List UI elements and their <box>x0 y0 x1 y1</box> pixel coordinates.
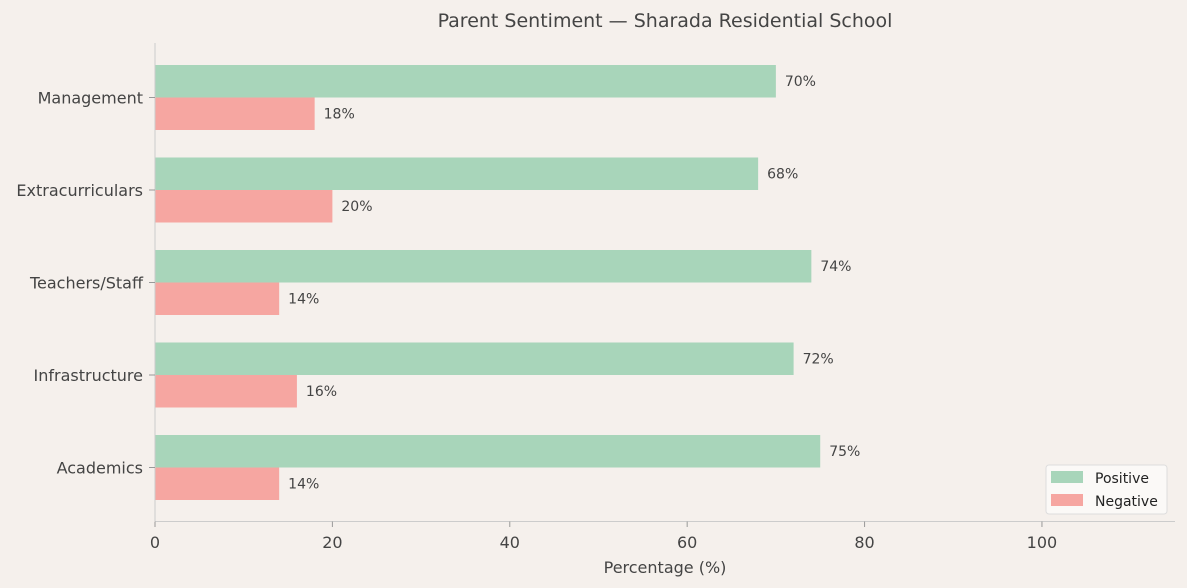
bar-positive <box>155 342 794 375</box>
legend-label-negative: Negative <box>1095 494 1158 510</box>
y-tick-label: Management <box>38 89 143 108</box>
x-tick-label: 20 <box>322 533 342 552</box>
value-label-positive: 75% <box>829 444 860 460</box>
legend-swatch-negative <box>1051 494 1083 506</box>
bar-positive <box>155 435 821 468</box>
value-label-positive: 74% <box>820 259 851 275</box>
y-tick-label: Extracurriculars <box>16 181 143 200</box>
value-label-negative: 16% <box>306 384 337 400</box>
bar-negative <box>155 190 333 223</box>
y-tick-label: Infrastructure <box>34 366 143 385</box>
value-label-negative: 14% <box>288 477 319 493</box>
bar-positive <box>155 250 812 283</box>
value-label-negative: 20% <box>341 199 372 215</box>
value-label-positive: 70% <box>785 74 816 90</box>
value-label-negative: 14% <box>288 292 319 308</box>
bar-negative <box>155 467 280 500</box>
bar-negative <box>155 375 297 408</box>
x-tick-label: 40 <box>500 533 520 552</box>
value-label-positive: 68% <box>767 167 798 183</box>
value-label-negative: 18% <box>324 107 355 123</box>
x-tick-label: 100 <box>1027 533 1058 552</box>
bar-positive <box>155 157 759 190</box>
x-tick-label: 0 <box>150 533 160 552</box>
x-tick-label: 80 <box>854 533 874 552</box>
y-tick-label: Academics <box>57 459 143 478</box>
bar-positive <box>155 65 776 98</box>
y-tick-label: Teachers/Staff <box>29 274 144 293</box>
bar-negative <box>155 282 280 315</box>
value-label-positive: 72% <box>803 352 834 368</box>
x-tick-label: 60 <box>677 533 697 552</box>
legend-label-positive: Positive <box>1095 471 1149 487</box>
chart-title: Parent Sentiment — Sharada Residential S… <box>438 10 893 32</box>
legend: Positive Negative <box>1045 464 1168 515</box>
x-axis-label: Percentage (%) <box>604 558 727 577</box>
bar-negative <box>155 97 315 130</box>
legend-swatch-positive <box>1051 471 1083 483</box>
